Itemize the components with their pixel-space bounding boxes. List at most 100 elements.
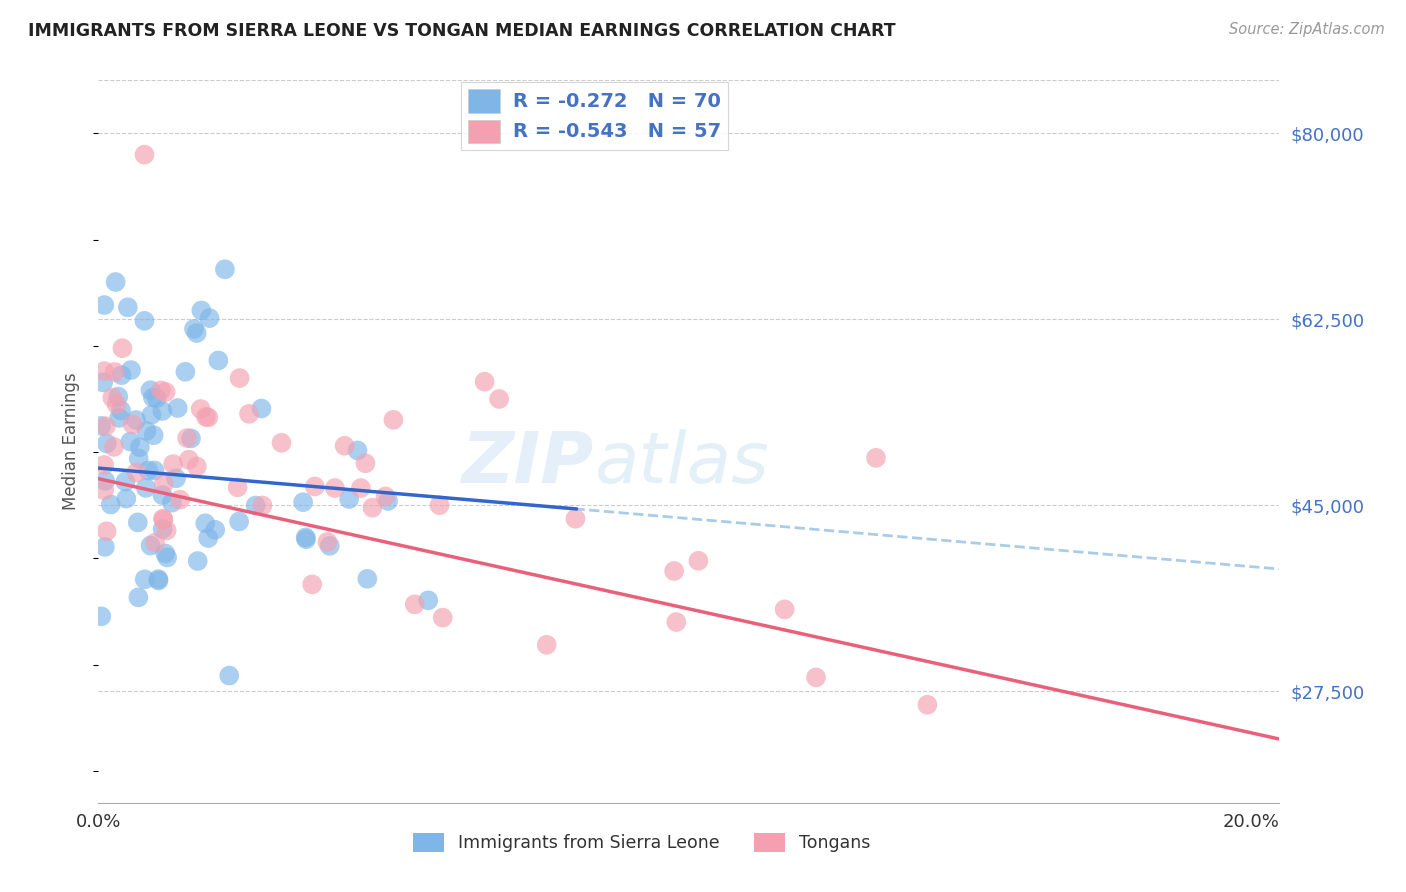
Point (96, 436, 118, 450)
Point (134, 572, 156, 586)
Point (294, 530, 316, 544)
Point (301, 577, 323, 591)
Point (354, 456, 377, 470)
Point (218, 668, 240, 682)
Point (134, 314, 156, 328)
Point (292, 495, 315, 509)
Point (350, 481, 373, 495)
Point (134, 147, 156, 161)
Point (103, 440, 125, 454)
Point (194, 516, 217, 531)
Point (120, 363, 142, 377)
Point (149, 384, 172, 398)
Point (104, 365, 127, 379)
Point (150, 404, 173, 418)
Point (110, 368, 132, 383)
Point (166, 401, 188, 415)
Point (374, 490, 396, 504)
Point (120, 434, 142, 449)
Point (152, 522, 174, 536)
Point (688, 554, 710, 568)
Point (142, 428, 165, 442)
Point (404, 598, 426, 612)
Point (90, 418, 112, 433)
Text: ZIP: ZIP (463, 429, 595, 498)
Point (382, 413, 405, 427)
Point (169, 492, 191, 507)
Point (295, 532, 318, 546)
Point (93, 298, 115, 312)
Point (304, 479, 326, 493)
Point (662, 564, 685, 578)
Point (214, 262, 236, 277)
Point (176, 431, 198, 445)
Point (238, 407, 260, 421)
Point (108, 411, 131, 425)
Point (226, 480, 249, 494)
Point (250, 401, 273, 416)
Point (114, 475, 136, 489)
Point (377, 494, 399, 508)
Point (190, 402, 212, 417)
Point (94, 540, 117, 554)
Point (252, 499, 274, 513)
Point (143, 535, 166, 549)
Point (96, 524, 118, 539)
Point (143, 463, 166, 477)
Point (186, 326, 208, 340)
Point (190, 303, 212, 318)
Point (194, 409, 217, 424)
Point (432, 610, 454, 624)
Point (139, 539, 162, 553)
Point (356, 572, 378, 586)
Point (141, 408, 163, 422)
Point (93, 458, 115, 472)
Y-axis label: Median Earnings: Median Earnings (62, 373, 80, 510)
Point (152, 513, 174, 527)
Point (145, 391, 167, 405)
Point (136, 463, 159, 477)
Point (148, 574, 170, 588)
Point (117, 300, 139, 314)
Point (93, 364, 115, 378)
Point (270, 435, 292, 450)
Point (162, 457, 184, 471)
Point (346, 443, 368, 458)
Point (316, 535, 339, 549)
Point (665, 615, 688, 629)
Point (111, 341, 134, 355)
Point (197, 410, 219, 425)
Point (125, 413, 148, 427)
Point (536, 638, 558, 652)
Point (128, 451, 150, 466)
Text: Source: ZipAtlas.com: Source: ZipAtlas.com (1229, 22, 1385, 37)
Point (104, 275, 127, 289)
Point (94, 419, 117, 434)
Point (156, 524, 179, 538)
Point (207, 353, 229, 368)
Point (101, 391, 124, 405)
Point (105, 397, 128, 411)
Point (204, 523, 226, 537)
Point (152, 511, 174, 525)
Point (488, 392, 510, 406)
Point (155, 384, 177, 399)
Point (110, 403, 132, 417)
Point (773, 602, 796, 616)
Point (142, 391, 165, 405)
Point (564, 512, 586, 526)
Point (337, 491, 360, 506)
Point (180, 431, 202, 445)
Point (152, 488, 174, 502)
Point (107, 390, 129, 404)
Point (228, 371, 250, 385)
Point (156, 550, 179, 565)
Point (187, 554, 209, 568)
Point (319, 539, 342, 553)
Text: atlas: atlas (595, 429, 769, 498)
Point (183, 322, 205, 336)
Point (333, 439, 356, 453)
Point (148, 572, 170, 586)
Point (323, 481, 346, 495)
Point (127, 516, 149, 530)
